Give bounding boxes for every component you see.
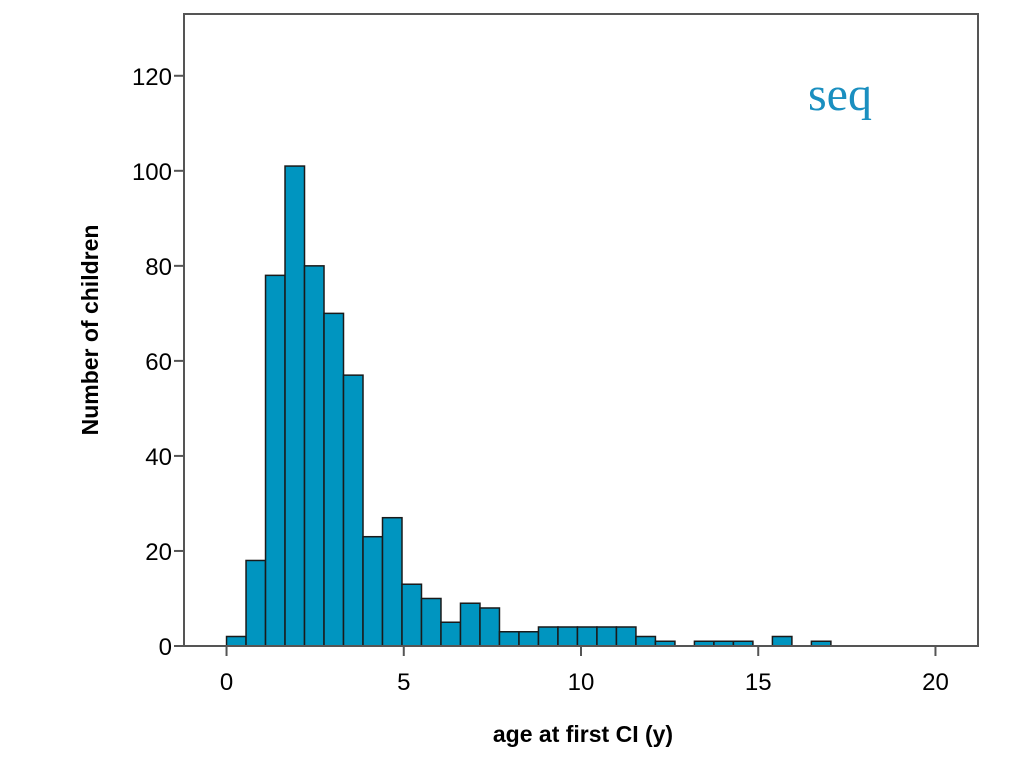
histogram-bar [420,597,442,647]
histogram-bar [245,559,267,647]
y-axis-title: Number of children [77,225,103,436]
histogram-bar [225,635,247,647]
x-tick-label: 5 [397,669,410,696]
y-tick-label: 20 [145,539,172,566]
x-tick-label: 20 [922,669,949,696]
histogram-bar [362,535,384,647]
histogram-bar [518,630,540,647]
bars-group [225,165,832,647]
histogram-bar [459,602,481,647]
histogram-bar [537,626,559,647]
x-tick-label: 0 [220,669,233,696]
histogram-bar [323,312,345,647]
histogram-bar [284,165,306,647]
histogram-bar [596,626,618,647]
x-tick-label: 15 [745,669,772,696]
y-tick-label: 80 [145,254,172,281]
y-axis: 0 20 40 60 80 100 120 [132,64,184,661]
histogram-bar [635,635,657,647]
histogram-bar [342,374,364,647]
histogram-bar [401,583,423,647]
histogram-bar [557,626,579,647]
x-axis-title: age at first CI (y) [493,721,673,747]
annotation-label: seq [808,68,872,121]
histogram-bar [303,265,325,647]
y-tick-label: 40 [145,444,172,471]
y-tick-label: 60 [145,349,172,376]
histogram-bar [576,626,598,647]
histogram-bar [498,630,520,647]
histogram-bar [771,635,793,647]
y-tick-label: 120 [132,64,172,91]
x-axis: 0 5 10 15 20 [220,646,949,696]
x-tick-label: 10 [568,669,595,696]
y-tick-label: 100 [132,159,172,186]
histogram-bar [381,516,403,647]
histogram-bar [479,607,501,647]
histogram-bar [264,274,286,647]
histogram-bar [615,626,637,647]
histogram-bar [440,621,462,647]
y-tick-label: 0 [159,634,172,661]
